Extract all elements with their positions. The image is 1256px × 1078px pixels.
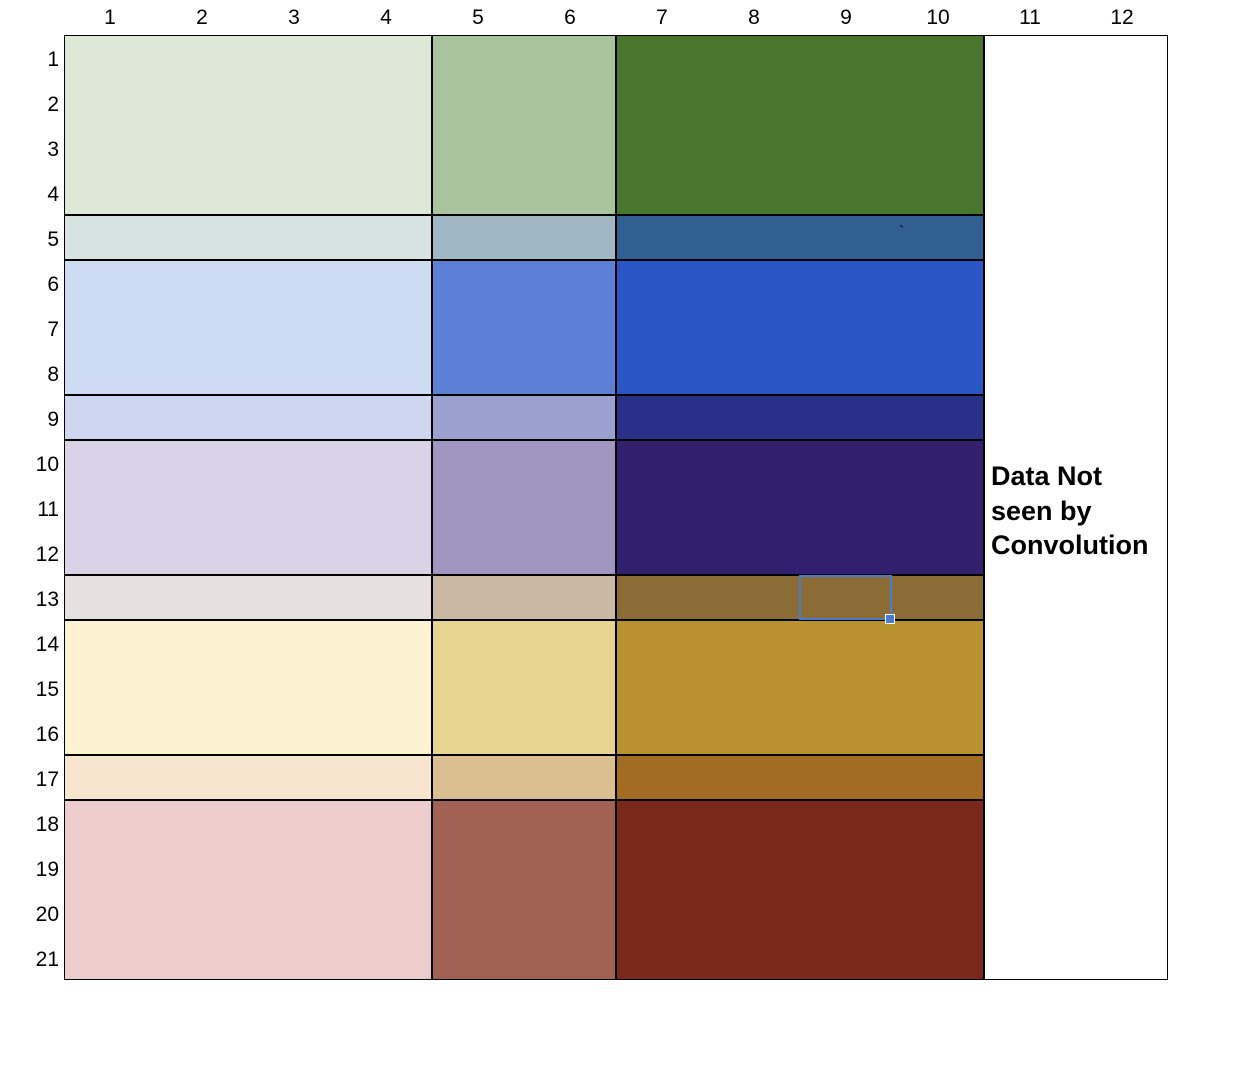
unseen-data-label: Data Not seen by Convolution (991, 461, 1149, 560)
stray-mark: ` (899, 224, 905, 241)
block-violet-1[interactable] (64, 440, 432, 575)
block-green-1[interactable] (64, 35, 432, 215)
column-header-7[interactable]: 7 (656, 6, 668, 29)
block-indigo-2[interactable] (432, 395, 616, 440)
block-green-2[interactable] (432, 35, 616, 215)
block-gold-1[interactable] (64, 620, 432, 755)
row-header-13[interactable]: 13 (35, 588, 59, 611)
column-header-2[interactable]: 2 (196, 6, 208, 29)
row-header-9[interactable]: 9 (47, 408, 59, 431)
row-header-5[interactable]: 5 (47, 228, 59, 251)
block-green-3[interactable] (616, 35, 984, 215)
block-orange-3[interactable] (616, 755, 984, 800)
unseen-data-column[interactable] (984, 35, 1168, 980)
row-header-14[interactable]: 14 (35, 633, 59, 656)
block-red-2[interactable] (432, 800, 616, 980)
block-violet-3[interactable] (616, 440, 984, 575)
column-header-11[interactable]: 11 (1019, 6, 1041, 29)
row-header-7[interactable]: 7 (47, 318, 59, 341)
column-header-8[interactable]: 8 (748, 6, 760, 29)
column-header-3[interactable]: 3 (288, 6, 300, 29)
column-header-1[interactable]: 1 (104, 6, 116, 29)
block-indigo-1[interactable] (64, 395, 432, 440)
row-header-16[interactable]: 16 (35, 723, 59, 746)
row-header-6[interactable]: 6 (47, 273, 59, 296)
block-blue-gray-1[interactable] (64, 215, 432, 260)
block-blue-gray-3[interactable] (616, 215, 984, 260)
block-red-1[interactable] (64, 800, 432, 980)
block-red-3[interactable] (616, 800, 984, 980)
block-taupe-2[interactable] (432, 575, 616, 620)
block-blue-gray-2[interactable] (432, 215, 616, 260)
block-gold-3[interactable] (616, 620, 984, 755)
row-header-11[interactable]: 11 (37, 498, 59, 521)
column-header-9[interactable]: 9 (840, 6, 852, 29)
row-header-19[interactable]: 19 (35, 858, 59, 881)
block-indigo-3[interactable] (616, 395, 984, 440)
block-blue-1[interactable] (64, 260, 432, 395)
block-blue-2[interactable] (432, 260, 616, 395)
row-header-8[interactable]: 8 (47, 363, 59, 386)
row-header-20[interactable]: 20 (35, 903, 59, 926)
row-header-21[interactable]: 21 (35, 948, 59, 971)
cell-selection[interactable] (799, 575, 892, 620)
row-header-15[interactable]: 15 (35, 678, 59, 701)
block-orange-2[interactable] (432, 755, 616, 800)
block-gold-2[interactable] (432, 620, 616, 755)
column-header-5[interactable]: 5 (472, 6, 484, 29)
block-taupe-1[interactable] (64, 575, 432, 620)
column-header-4[interactable]: 4 (380, 6, 392, 29)
column-header-6[interactable]: 6 (564, 6, 576, 29)
block-violet-2[interactable] (432, 440, 616, 575)
row-header-3[interactable]: 3 (47, 138, 59, 161)
row-header-18[interactable]: 18 (35, 813, 59, 836)
row-header-17[interactable]: 17 (35, 768, 59, 791)
row-header-12[interactable]: 12 (35, 543, 59, 566)
block-orange-1[interactable] (64, 755, 432, 800)
column-header-10[interactable]: 10 (926, 6, 950, 29)
column-header-12[interactable]: 12 (1110, 6, 1134, 29)
row-header-1[interactable]: 1 (47, 48, 59, 71)
row-header-4[interactable]: 4 (47, 183, 59, 206)
row-header-2[interactable]: 2 (47, 93, 59, 116)
row-header-10[interactable]: 10 (35, 453, 59, 476)
fill-handle[interactable] (885, 614, 895, 624)
block-blue-3[interactable] (616, 260, 984, 395)
